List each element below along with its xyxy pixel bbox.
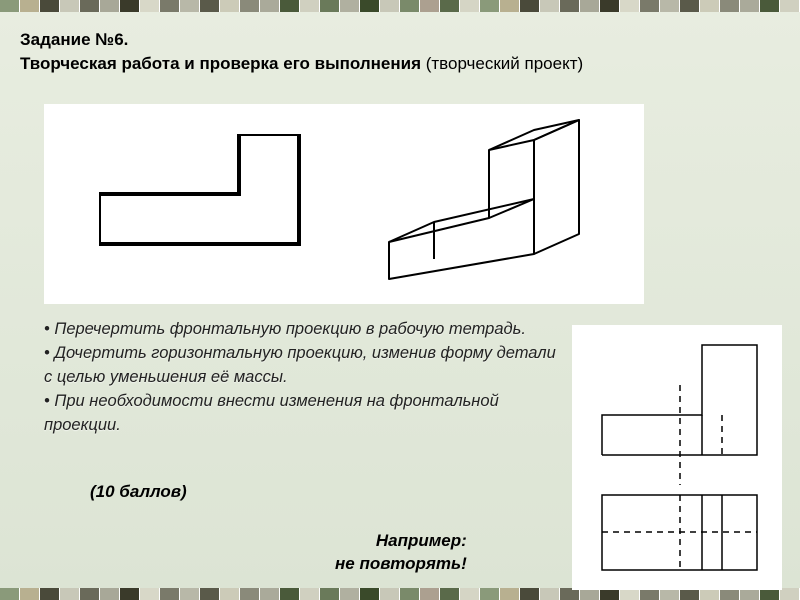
example-label: Например: не повторять! xyxy=(335,530,467,576)
l-shape-2d-drawing xyxy=(99,134,309,254)
example-drawing-panel xyxy=(572,325,782,590)
example-line1: Например: xyxy=(376,531,467,550)
task-heading: Задание №6. Творческая работа и проверка… xyxy=(20,28,583,76)
top-border-stripe xyxy=(0,0,800,12)
l-shape-3d-drawing xyxy=(374,114,594,304)
bullet-1: Перечертить фронтальную проекцию в рабоч… xyxy=(54,320,526,338)
example-projection-drawing xyxy=(572,325,782,590)
score-label: (10 баллов) xyxy=(90,482,187,502)
task-title-rest: (творческий проект) xyxy=(421,54,583,73)
bullet-3: При необходимости внести изменения на фр… xyxy=(44,392,499,434)
main-figure-panel xyxy=(44,104,644,304)
task-number: Задание №6. xyxy=(20,30,128,49)
task-title-bold: Творческая работа и проверка его выполне… xyxy=(20,54,421,73)
example-line2: не повторять! xyxy=(335,554,467,573)
bullet-2: Дочертить горизонтальную проекцию, измен… xyxy=(44,344,556,386)
task-instructions: • Перечертить фронтальную проекцию в раб… xyxy=(44,318,564,438)
